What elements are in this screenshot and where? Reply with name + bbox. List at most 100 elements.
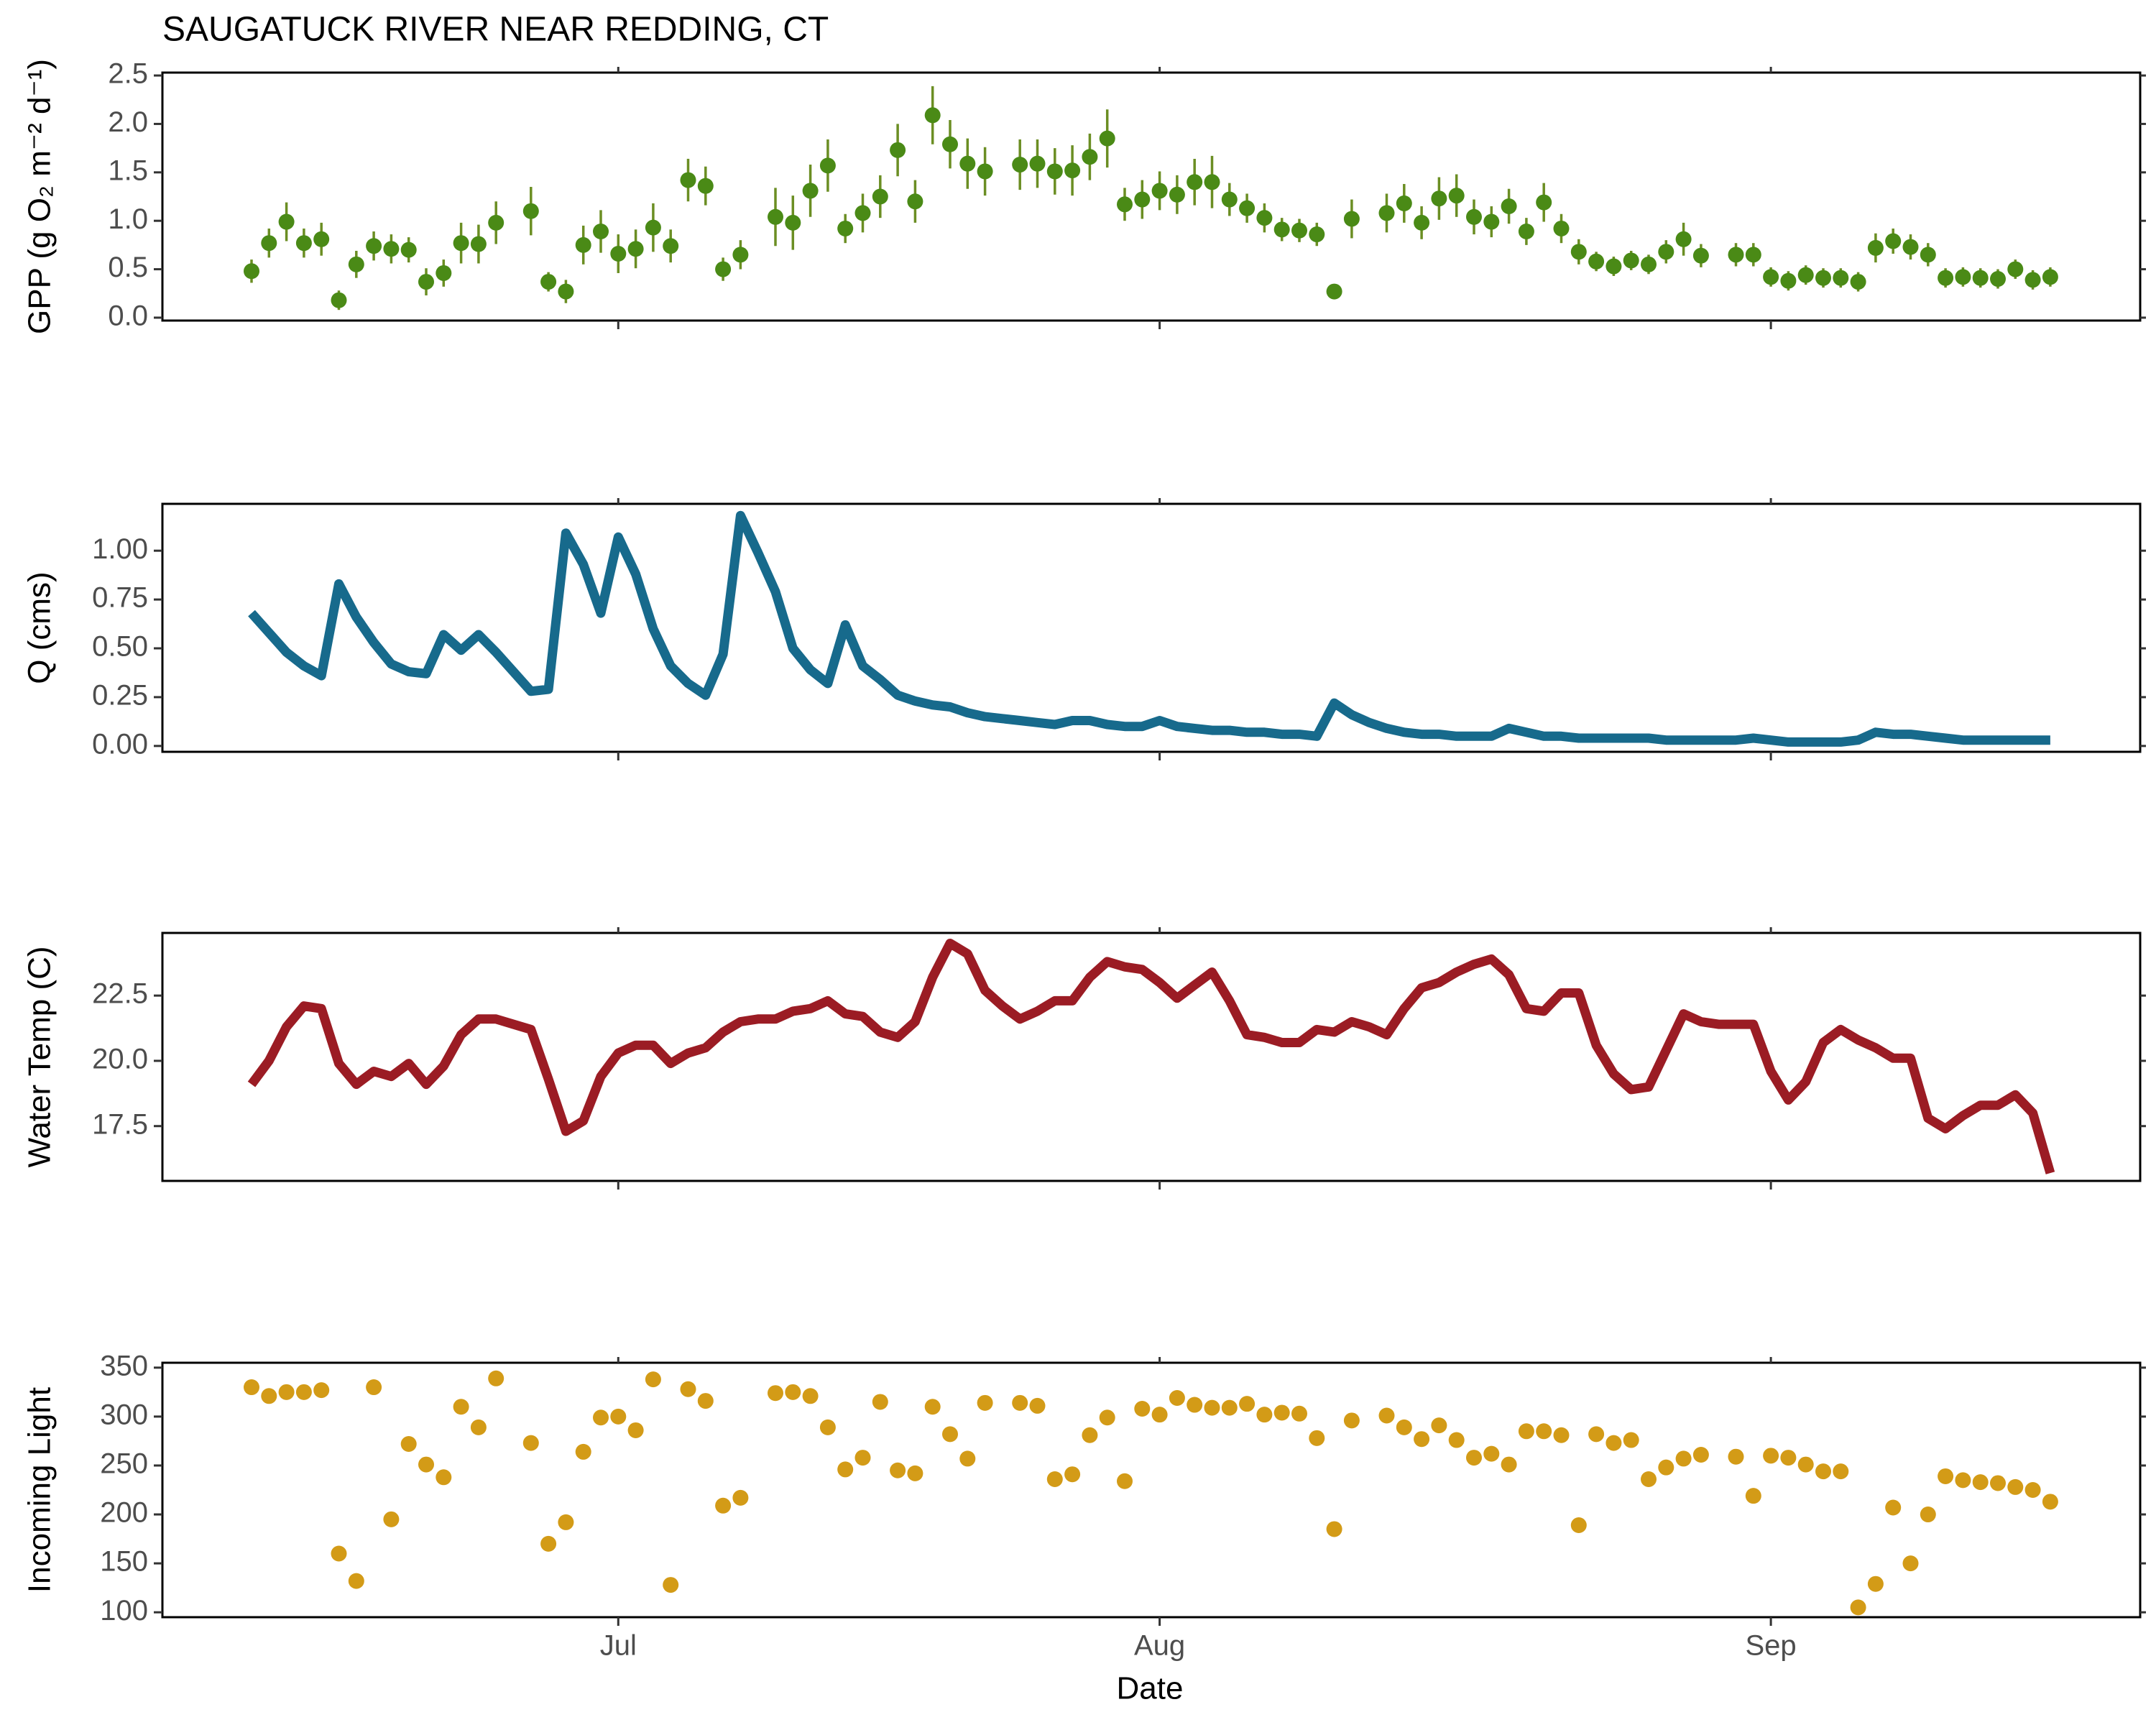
point [1396, 1419, 1412, 1435]
point [1763, 1448, 1779, 1464]
point [1570, 1517, 1587, 1534]
point [1204, 174, 1220, 190]
point [1588, 1426, 1605, 1443]
y-tick-label: 2.0 [108, 106, 148, 138]
point [715, 261, 732, 277]
point [1273, 221, 1290, 238]
point [1309, 1430, 1325, 1446]
point [627, 1422, 644, 1438]
point [1955, 269, 1971, 285]
point [959, 1450, 976, 1467]
point [1169, 186, 1185, 203]
point [1012, 1394, 1028, 1411]
point [1396, 195, 1412, 211]
point [942, 136, 958, 152]
point [1728, 1448, 1744, 1465]
point [522, 1435, 539, 1451]
y-tick-label: 0.75 [92, 582, 148, 614]
point [1536, 194, 1552, 211]
point [854, 1450, 871, 1466]
y-tick-label: 1.0 [108, 203, 148, 235]
point [2042, 1494, 2058, 1510]
point [418, 1456, 434, 1473]
point [1815, 270, 1831, 286]
point [1797, 267, 1814, 283]
point [1466, 1450, 1482, 1466]
panel-border [161, 1361, 2142, 1619]
point [1187, 1397, 1203, 1413]
point [1518, 1423, 1534, 1440]
point [1780, 272, 1797, 289]
point [1885, 1499, 1902, 1516]
point [1082, 149, 1098, 165]
point [854, 205, 871, 221]
point [1151, 1407, 1168, 1423]
point [2042, 269, 2058, 285]
point [488, 1370, 505, 1386]
point [890, 142, 906, 158]
point [1326, 1521, 1342, 1537]
point [1588, 253, 1605, 270]
point [645, 219, 661, 236]
point [470, 236, 487, 252]
point [295, 1384, 312, 1400]
point [470, 1419, 487, 1435]
point [593, 1409, 609, 1426]
point [366, 1379, 382, 1396]
point [1273, 1404, 1290, 1421]
point [383, 1511, 400, 1527]
y-tick-label: 0.25 [92, 679, 148, 711]
point [1867, 1576, 1884, 1592]
x-tick-label: Sep [1746, 1630, 1797, 1662]
point [366, 238, 382, 254]
point [1169, 1390, 1185, 1407]
x-tick-label: Jul [600, 1630, 637, 1662]
point [977, 163, 993, 180]
point [1518, 224, 1534, 240]
point [1692, 247, 1709, 264]
y-tick-label: 0.5 [108, 252, 148, 283]
point [1606, 258, 1622, 275]
point [1204, 1399, 1220, 1416]
y-tick-label: 250 [100, 1448, 148, 1480]
point [1641, 1471, 1657, 1488]
point [1833, 270, 1849, 286]
point [627, 241, 644, 257]
point [1623, 252, 1639, 269]
point [261, 235, 277, 252]
panel-border [161, 71, 2142, 322]
point [558, 1514, 574, 1530]
point [785, 214, 801, 231]
point [1623, 1432, 1639, 1448]
point [663, 238, 679, 254]
point [1448, 1432, 1465, 1448]
point [819, 1419, 836, 1435]
point [1064, 162, 1081, 179]
point [837, 1461, 854, 1478]
point [1938, 270, 1954, 286]
point [453, 235, 469, 252]
point [1692, 1446, 1709, 1463]
point [872, 1394, 888, 1410]
point [1239, 1396, 1256, 1412]
point [1990, 271, 2006, 288]
y-axis-label: GPP (g O₂ m⁻² d⁻¹) [22, 59, 57, 334]
point [1151, 183, 1168, 199]
point [1658, 244, 1674, 260]
line [248, 510, 2050, 747]
point [1955, 1472, 1971, 1489]
point [697, 178, 714, 194]
y-tick-label: 2.5 [108, 58, 148, 90]
x-axis-label: Date [1117, 1671, 1184, 1706]
point [348, 1573, 364, 1589]
point [1920, 1506, 1936, 1523]
point [2024, 1482, 2041, 1498]
point [697, 1393, 714, 1409]
point [1745, 247, 1761, 263]
point [768, 208, 783, 225]
point [1221, 1399, 1238, 1416]
point [942, 1426, 958, 1443]
point [768, 1385, 783, 1402]
